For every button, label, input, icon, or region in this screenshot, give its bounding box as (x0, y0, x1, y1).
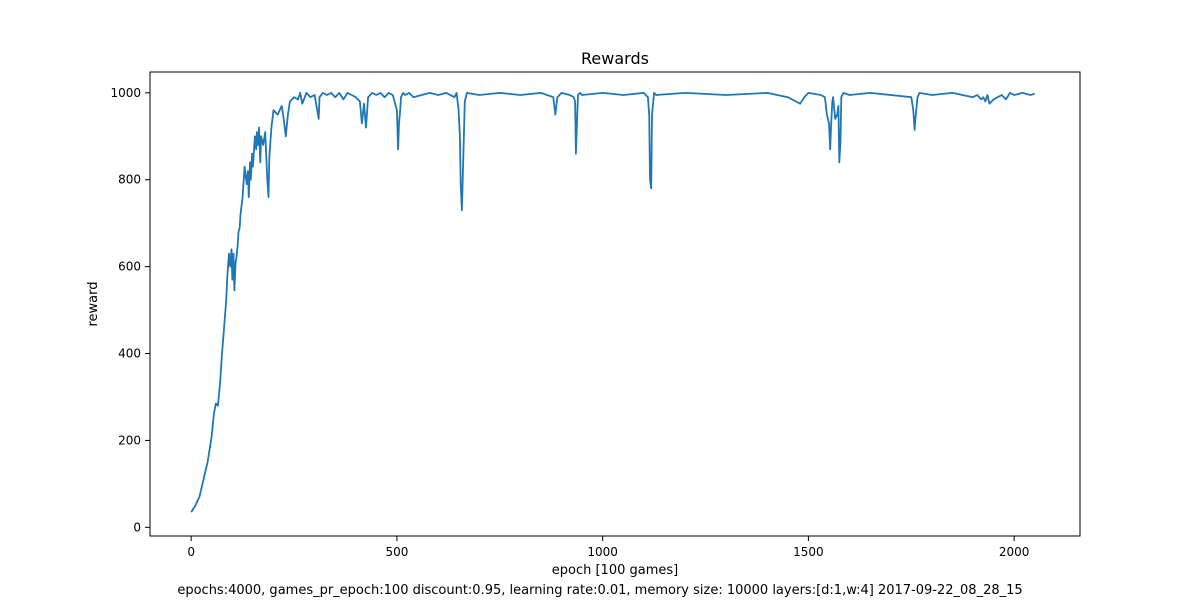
y-tick-label: 400 (118, 347, 141, 361)
y-axis-ticks: 0 200 400 600 800 1000 (110, 86, 150, 534)
x-tick-label: 0 (187, 545, 195, 559)
y-tick-label: 0 (133, 520, 141, 534)
y-tick-label: 1000 (110, 86, 141, 100)
y-tick-label: 800 (118, 173, 141, 187)
x-tick-label: 1000 (587, 545, 618, 559)
chart-title: Rewards (581, 49, 649, 68)
x-tick-label: 2000 (999, 545, 1030, 559)
x-tick-label: 500 (385, 545, 408, 559)
y-tick-label: 600 (118, 260, 141, 274)
figure-caption: epochs:4000, games_pr_epoch:100 discount… (177, 583, 1022, 598)
y-axis-label: reward (86, 281, 101, 326)
x-tick-label: 1500 (793, 545, 824, 559)
x-axis-ticks: 0 500 1000 1500 2000 (187, 536, 1029, 559)
plot-frame (149, 71, 1081, 537)
x-axis-label: epoch [100 games] (552, 563, 678, 578)
series-line-rewards (190, 92, 1035, 513)
y-tick-label: 200 (118, 433, 141, 447)
